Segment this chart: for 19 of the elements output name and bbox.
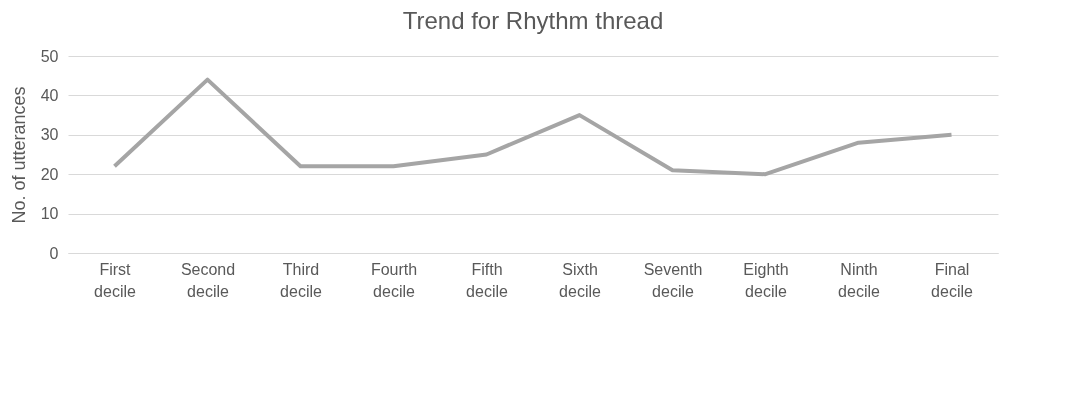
y-tick-label: 30 <box>40 126 59 144</box>
x-tick-label: Third decile <box>280 260 322 300</box>
x-tick-label: Sixth decile <box>559 260 601 300</box>
chart-title: Trend for Rhythm thread <box>402 7 664 34</box>
x-tick-label: Fourth decile <box>370 260 418 300</box>
x-tick-label: Seventh decile <box>643 260 703 300</box>
y-tick-label: 20 <box>40 165 59 183</box>
line-series <box>112 77 954 177</box>
x-tick-label: Ninth decile <box>838 260 880 300</box>
x-tick-label: Eighth decile <box>743 260 789 300</box>
y-tick-label: 0 <box>49 244 59 262</box>
y-tick-label: 50 <box>40 47 59 65</box>
y-tick-label: 40 <box>40 86 59 104</box>
x-tick-label: Final decile <box>931 260 973 300</box>
y-tick-label: 10 <box>40 205 59 223</box>
x-tick-label: Fifth decile <box>466 260 508 300</box>
y-axis-title: No. of utterances <box>8 86 29 224</box>
x-tick-label: Second decile <box>180 260 236 300</box>
x-tick-label: First decile <box>94 260 136 300</box>
